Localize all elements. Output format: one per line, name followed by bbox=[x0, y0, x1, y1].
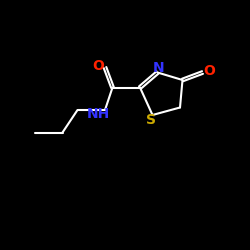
Text: S: S bbox=[146, 114, 156, 128]
Text: O: O bbox=[204, 64, 216, 78]
Text: N: N bbox=[153, 61, 164, 75]
Text: NH: NH bbox=[87, 108, 110, 122]
Text: O: O bbox=[92, 59, 104, 73]
